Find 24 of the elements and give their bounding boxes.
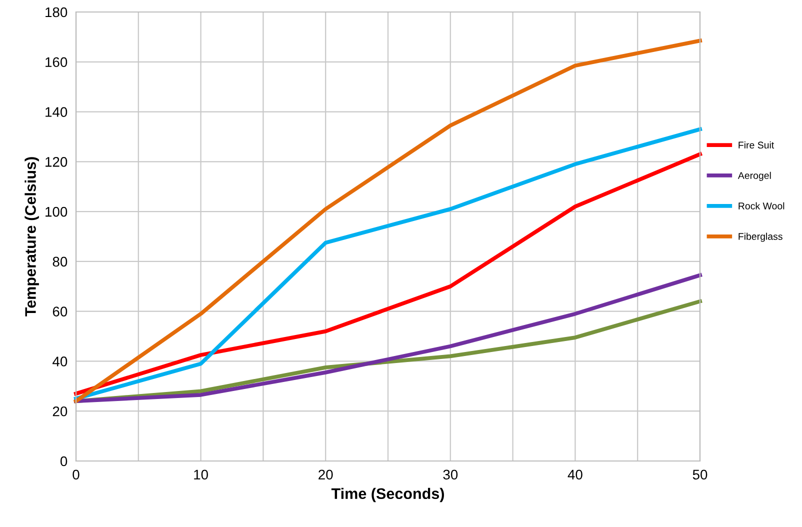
x-tick-label: 40: [568, 470, 582, 480]
x-tick-label: 10: [194, 470, 208, 480]
y-tick-label: 20: [52, 406, 68, 416]
y-tick-label: 180: [46, 7, 68, 18]
x-axis-title: Time (Seconds): [331, 488, 444, 502]
legend-label: Fiberglass: [738, 232, 782, 242]
y-tick-label: 100: [46, 206, 68, 217]
y-tick-label: 40: [52, 356, 68, 366]
y-tick-label: 160: [46, 57, 68, 68]
legend-label: Aerogel: [738, 172, 771, 181]
y-axis-title: Temperature (Celsius): [24, 157, 39, 316]
y-tick-label: 60: [52, 306, 68, 317]
legend-label: Fire Suit: [738, 141, 774, 149]
x-tick-label: 0: [72, 470, 80, 480]
y-tick-label: 80: [52, 256, 68, 267]
line-series: [74, 273, 702, 404]
legend-label: Rock Wool: [738, 202, 784, 210]
x-tick-label: 50: [692, 470, 708, 480]
x-tick-label: 20: [318, 470, 333, 480]
y-tick-label: 120: [46, 157, 68, 167]
line-series: [74, 38, 702, 404]
y-tick-label: 140: [46, 107, 68, 117]
x-tick-label: 30: [443, 470, 458, 480]
y-tick-label: 0: [60, 456, 68, 466]
